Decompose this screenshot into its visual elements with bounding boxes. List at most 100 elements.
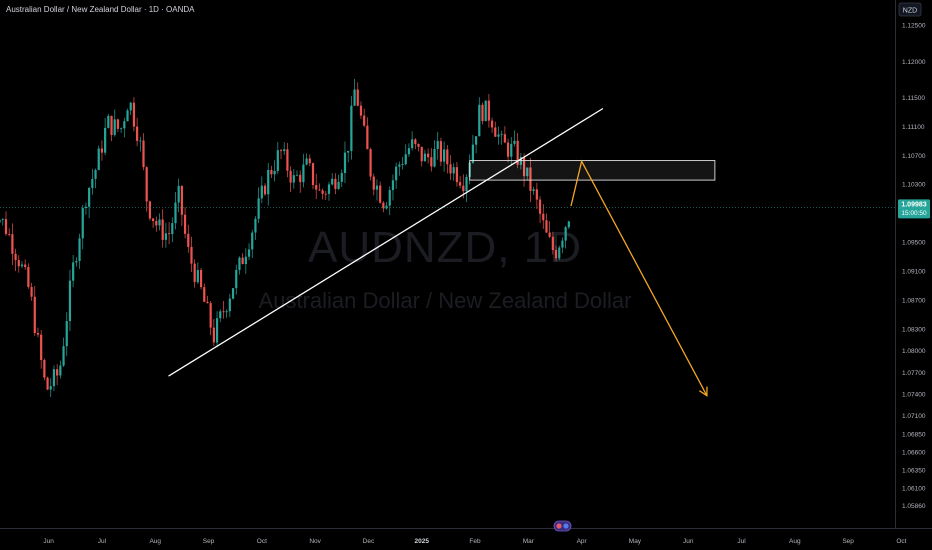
x-tick-label: 2025 (414, 538, 429, 545)
candle-body (356, 89, 359, 106)
time-axis[interactable]: Jun Jul Aug Sep Oct Nov Dec 2025 Feb Mar Apr May Jun… (0, 528, 932, 546)
candle-body (247, 249, 251, 257)
candle-body (151, 218, 155, 221)
candle-body (404, 154, 407, 165)
y-tick-label: 1.09500 (902, 240, 926, 247)
candle-body (100, 148, 104, 153)
watermark-symbol: AUDNZD, 1D (308, 223, 582, 272)
y-tick-label: 1.07400 (902, 391, 926, 398)
candle-body (257, 198, 260, 219)
candle-body (299, 174, 302, 183)
candle-body (490, 120, 494, 128)
candle-body (158, 219, 161, 226)
x-tick-label: Jul (98, 538, 107, 545)
candle-body (366, 125, 369, 150)
candle-body (40, 334, 43, 360)
y-tick-label: 1.12000 (902, 59, 926, 66)
candle-body (180, 185, 183, 215)
candle-body (321, 190, 324, 194)
x-tick-label: Oct (257, 538, 267, 545)
candle-body (548, 232, 551, 237)
candle-body (196, 270, 199, 283)
y-tick-label: 1.06100 (902, 486, 926, 493)
tradingview-badge-icon[interactable] (553, 520, 572, 532)
y-tick-label: 1.06350 (902, 467, 926, 474)
candle-body (142, 140, 145, 168)
x-tick-label: Dec (363, 538, 375, 545)
annotation-layer (168, 107, 716, 397)
candle-body (199, 270, 203, 288)
y-tick-label: 1.08300 (902, 326, 926, 333)
candle-body (123, 121, 126, 129)
candle-body (363, 115, 366, 126)
currency-badge[interactable]: NZD (898, 2, 922, 17)
x-tick-label: Jun (43, 538, 54, 545)
candle-body (59, 365, 62, 376)
candle-body (433, 148, 436, 167)
price-axis[interactable]: 1.12500 1.12000 1.11500 1.11100 1.10700 1.103… (895, 0, 926, 528)
candle-body (75, 260, 78, 263)
candle-body (0, 219, 1, 223)
candle-body (187, 233, 190, 247)
projection-arrowhead (699, 386, 708, 397)
candle-body (129, 102, 132, 111)
candle-body (228, 298, 231, 312)
candle-body (391, 180, 395, 191)
candle-body (167, 233, 171, 235)
candle-body (510, 143, 513, 157)
candle-body (1, 219, 4, 220)
supply-zone-box[interactable] (469, 160, 716, 181)
candle-body (212, 327, 215, 343)
candle-body (107, 115, 110, 128)
candle-body (465, 177, 468, 192)
candle-body (94, 169, 97, 179)
candle-body (270, 169, 273, 175)
candle-body (17, 260, 20, 267)
candle-body (206, 301, 209, 304)
candle-body (443, 149, 446, 162)
candle-body (561, 240, 564, 248)
candle-body (516, 140, 519, 165)
y-tick-label: 1.10700 (902, 153, 926, 160)
candle-body (398, 164, 401, 167)
candle-body (455, 167, 459, 183)
candle-body (487, 100, 490, 121)
candle-body (459, 182, 462, 186)
candle-body (382, 202, 385, 209)
candle-body (88, 187, 91, 207)
candle-body (20, 264, 24, 267)
candle-body (407, 148, 411, 155)
y-tick-label: 1.09100 (902, 269, 926, 276)
candle-body (231, 288, 235, 299)
y-tick-label: 1.11100 (902, 124, 925, 131)
candle-body (235, 269, 238, 289)
candle-body (388, 190, 391, 206)
candle-body (174, 202, 177, 224)
candle-body (513, 140, 516, 144)
candle-body (225, 311, 228, 313)
candle-body (500, 134, 503, 136)
y-tick-label: 1.06850 (902, 431, 926, 438)
candle-body (177, 185, 180, 203)
candle-body (136, 126, 139, 141)
candle-body (104, 127, 107, 153)
x-tick-label: Sep (203, 538, 215, 545)
candle-body (132, 102, 136, 127)
candle-body (43, 359, 46, 378)
candle-body (353, 89, 356, 106)
candle-body (148, 201, 151, 219)
price-badge: 1.09983 15:00:50 (898, 199, 930, 219)
projection-path[interactable] (570, 159, 708, 396)
trendline[interactable] (168, 107, 604, 377)
candle-body (369, 149, 372, 177)
x-tick-label: Nov (309, 538, 321, 545)
candle-body (315, 185, 318, 190)
candle-body (327, 184, 331, 194)
candle-body (449, 164, 452, 174)
candle-body (302, 164, 305, 183)
candle-body (542, 213, 545, 221)
candle-body (340, 172, 343, 182)
candle-body (295, 174, 299, 176)
